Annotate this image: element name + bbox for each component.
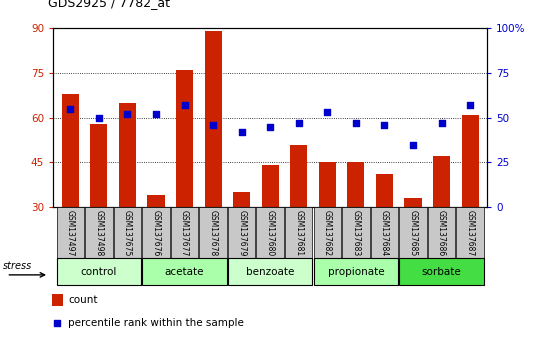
- Point: [237, 129, 246, 135]
- Text: GSM137498: GSM137498: [95, 210, 104, 256]
- Text: GSM137687: GSM137687: [465, 210, 474, 256]
- Text: GSM137684: GSM137684: [380, 210, 389, 256]
- Bar: [119, 103, 136, 207]
- Text: GSM137685: GSM137685: [408, 210, 417, 256]
- Bar: [342, 207, 370, 258]
- Text: GSM137676: GSM137676: [152, 210, 161, 256]
- Bar: [85, 207, 113, 258]
- Point: [209, 122, 218, 128]
- Bar: [142, 207, 170, 258]
- Bar: [176, 70, 193, 207]
- Bar: [433, 156, 450, 207]
- Bar: [314, 258, 398, 285]
- Text: percentile rank within the sample: percentile rank within the sample: [68, 318, 244, 329]
- Bar: [147, 195, 165, 207]
- Text: GSM137675: GSM137675: [123, 210, 132, 256]
- Point: [265, 124, 274, 130]
- Bar: [262, 165, 279, 207]
- Text: propionate: propionate: [328, 267, 384, 277]
- Text: GSM137678: GSM137678: [208, 210, 218, 256]
- Text: stress: stress: [3, 261, 32, 271]
- Point: [180, 102, 189, 108]
- Bar: [428, 207, 455, 258]
- Point: [408, 142, 417, 147]
- Bar: [228, 258, 312, 285]
- Bar: [347, 162, 365, 207]
- Bar: [114, 207, 141, 258]
- Text: benzoate: benzoate: [246, 267, 295, 277]
- Point: [437, 120, 446, 126]
- Text: GSM137682: GSM137682: [323, 210, 332, 256]
- Point: [351, 120, 360, 126]
- Bar: [376, 174, 393, 207]
- Bar: [371, 207, 398, 258]
- Text: GSM137686: GSM137686: [437, 210, 446, 256]
- Bar: [204, 31, 222, 207]
- Bar: [233, 192, 250, 207]
- Bar: [57, 207, 84, 258]
- Text: sorbate: sorbate: [422, 267, 461, 277]
- Point: [66, 106, 75, 112]
- Text: count: count: [68, 295, 98, 305]
- Bar: [290, 144, 307, 207]
- Bar: [314, 207, 341, 258]
- Bar: [256, 207, 284, 258]
- Bar: [171, 207, 198, 258]
- Bar: [285, 207, 312, 258]
- Bar: [399, 207, 427, 258]
- Text: GSM137677: GSM137677: [180, 210, 189, 256]
- Point: [152, 111, 161, 117]
- Bar: [228, 207, 255, 258]
- Bar: [90, 124, 108, 207]
- Bar: [319, 162, 336, 207]
- Point: [380, 122, 389, 128]
- Point: [53, 320, 62, 326]
- Bar: [62, 94, 79, 207]
- Point: [465, 102, 474, 108]
- Text: GSM137679: GSM137679: [237, 210, 246, 256]
- Bar: [404, 198, 422, 207]
- Bar: [142, 258, 227, 285]
- Text: GSM137683: GSM137683: [351, 210, 360, 256]
- Point: [323, 109, 332, 115]
- Bar: [461, 115, 479, 207]
- Text: acetate: acetate: [165, 267, 204, 277]
- Text: GSM137497: GSM137497: [66, 210, 75, 256]
- Text: GDS2925 / 7782_at: GDS2925 / 7782_at: [48, 0, 170, 9]
- Text: control: control: [81, 267, 117, 277]
- Text: GSM137680: GSM137680: [265, 210, 275, 256]
- Point: [95, 115, 104, 121]
- Bar: [52, 293, 63, 306]
- Bar: [57, 258, 141, 285]
- Point: [123, 111, 132, 117]
- Text: GSM137681: GSM137681: [294, 210, 304, 256]
- Point: [294, 120, 303, 126]
- Bar: [199, 207, 227, 258]
- Bar: [399, 258, 484, 285]
- Bar: [456, 207, 484, 258]
